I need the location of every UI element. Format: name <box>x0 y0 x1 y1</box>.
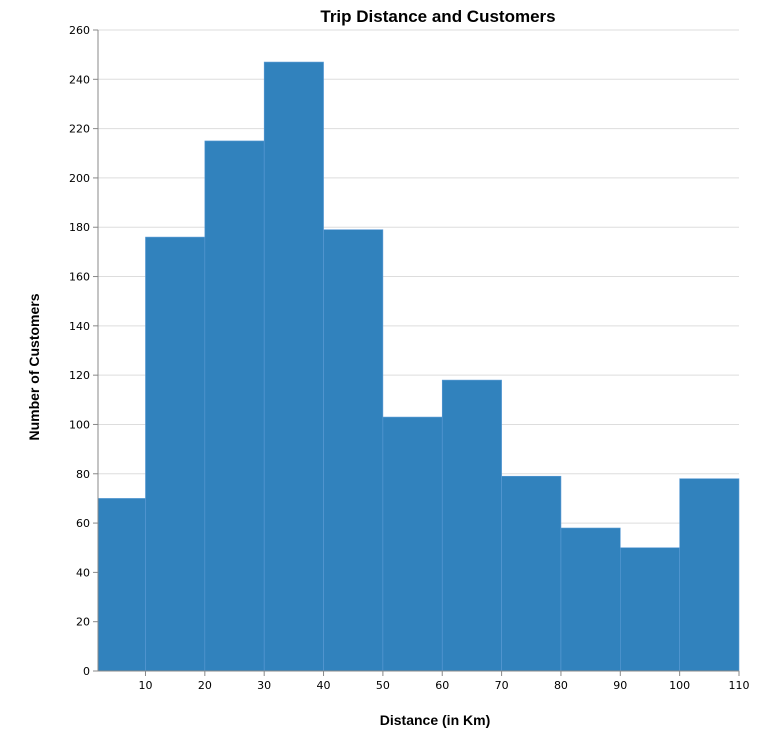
histogram-bar <box>501 475 562 672</box>
histogram-bar <box>145 236 206 672</box>
y-tick-label: 240 <box>69 73 90 86</box>
histogram-bar <box>263 61 324 672</box>
y-tick-label: 200 <box>69 172 90 185</box>
axes: 0 20 40 60 80 100 120 140 160 180 200 220 240 260 10 20… <box>69 24 750 692</box>
y-tick-label: 180 <box>69 221 90 234</box>
y-tick-label: 160 <box>69 271 90 284</box>
chart-title: Trip Distance and Customers <box>320 7 555 26</box>
x-tick-label: 30 <box>257 679 271 692</box>
y-tick-label: 220 <box>69 123 90 136</box>
y-tick-label: 40 <box>76 566 90 579</box>
y-axis-title: Number of Customers <box>26 293 42 440</box>
histogram-bar <box>679 478 740 672</box>
x-tick-label: 20 <box>198 679 212 692</box>
y-tick-label: 20 <box>76 616 90 629</box>
x-tick-label: 80 <box>554 679 568 692</box>
x-tick-label: 70 <box>495 679 509 692</box>
x-tick-label: 40 <box>317 679 331 692</box>
x-tick-label: 110 <box>729 679 750 692</box>
histogram-bar <box>382 416 443 672</box>
y-tick-label: 80 <box>76 468 90 481</box>
y-tick-label: 100 <box>69 418 90 431</box>
y-tick-label: 140 <box>69 320 90 333</box>
bars <box>97 61 740 672</box>
histogram-bar <box>560 527 621 672</box>
x-tick-label: 100 <box>669 679 690 692</box>
histogram-bar <box>204 140 265 672</box>
histogram-bar <box>441 379 502 672</box>
y-tick-label: 0 <box>83 665 90 678</box>
histogram-bar <box>323 229 384 672</box>
y-tick-label: 120 <box>69 369 90 382</box>
x-tick-label: 10 <box>138 679 152 692</box>
y-tick-label: 60 <box>76 517 90 530</box>
y-tick-label: 260 <box>69 24 90 37</box>
x-tick-label: 60 <box>435 679 449 692</box>
x-tick-label: 50 <box>376 679 390 692</box>
x-tick-label: 90 <box>613 679 627 692</box>
histogram-bar <box>619 547 680 672</box>
histogram-bar <box>97 498 146 672</box>
x-axis-title: Distance (in Km) <box>380 712 490 728</box>
